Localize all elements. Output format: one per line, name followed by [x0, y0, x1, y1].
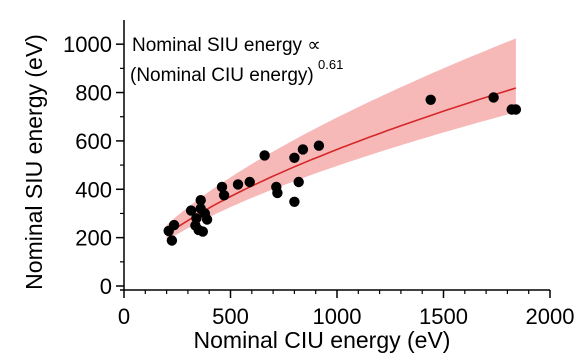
data-point — [510, 104, 522, 115]
annotation-line2: (Nominal CIU energy) — [130, 65, 314, 86]
data-point — [216, 181, 228, 193]
data-point — [166, 235, 178, 246]
annotation-line1: Nominal SIU energy ∝ — [132, 35, 321, 56]
x-tick-label: 500 — [212, 304, 249, 329]
data-point — [297, 144, 309, 155]
data-point — [313, 140, 325, 151]
y-tick-label: 600 — [75, 129, 112, 154]
data-point — [168, 219, 180, 231]
y-tick-label: 1000 — [63, 32, 112, 57]
data-point — [218, 190, 230, 201]
y-tick-label: 200 — [75, 226, 112, 251]
data-point — [272, 187, 283, 199]
data-point — [293, 176, 304, 188]
y-axis-title: Nominal SIU energy (eV) — [21, 34, 47, 290]
data-point — [195, 195, 206, 206]
data-point — [259, 150, 270, 161]
tick-labels: 0 200 400 600 800 1000 0 500 1000 1500 2000 — [63, 32, 574, 329]
axes — [116, 20, 551, 298]
y-tick-label: 400 — [75, 177, 112, 202]
data-points — [163, 92, 522, 246]
data-point — [488, 92, 499, 103]
confidence-band-layer — [166, 38, 516, 241]
data-point — [232, 179, 244, 190]
y-tick-label: 800 — [75, 81, 112, 106]
data-point — [289, 196, 300, 207]
data-point — [425, 94, 436, 106]
x-axis-title: Nominal CIU energy (eV) — [194, 327, 451, 353]
confidence-band — [166, 38, 516, 241]
x-tick-label: 0 — [118, 304, 130, 329]
data-point — [197, 226, 208, 237]
x-tick-label: 2000 — [526, 304, 575, 329]
y-tick-label: 0 — [100, 274, 112, 299]
annotation-exponent: 0.61 — [318, 57, 343, 72]
data-point — [185, 205, 197, 216]
data-point — [244, 176, 255, 188]
x-tick-label: 1000 — [313, 304, 362, 329]
data-point — [201, 214, 213, 225]
data-point — [289, 152, 300, 163]
x-tick-label: 1500 — [419, 304, 468, 329]
data-point — [191, 213, 202, 224]
